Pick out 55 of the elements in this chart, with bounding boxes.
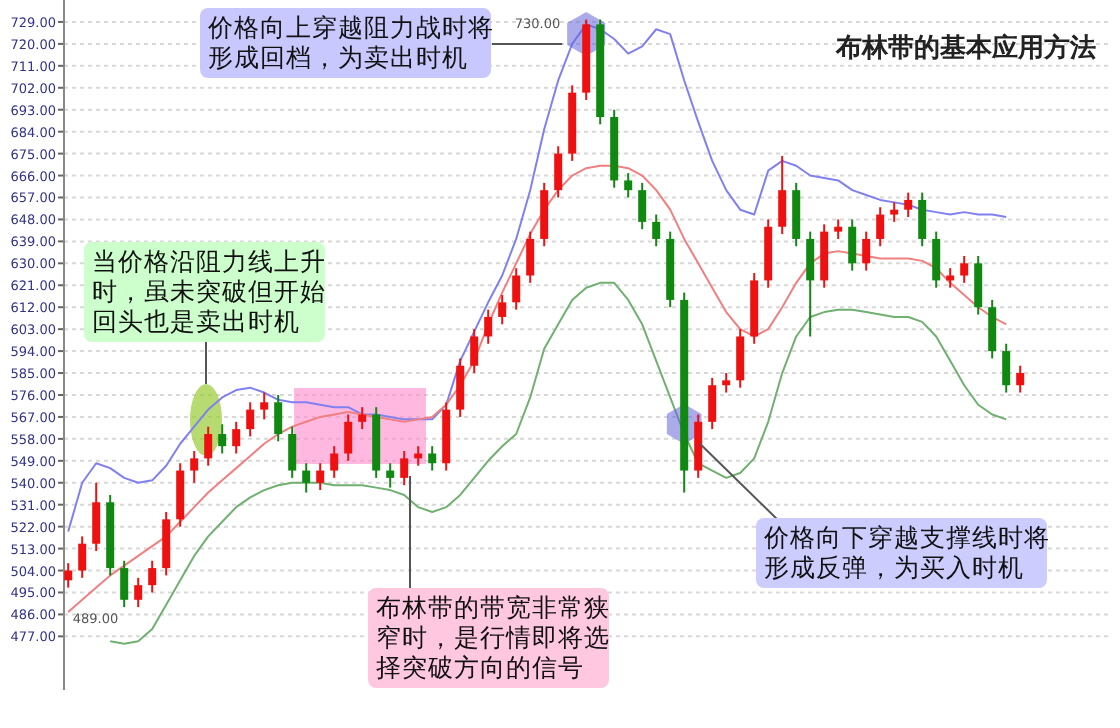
candlestick [148, 559, 157, 594]
candlestick [974, 255, 983, 316]
candlestick [960, 255, 969, 284]
candlestick [246, 401, 255, 438]
candlestick [316, 462, 325, 492]
candlestick [330, 445, 339, 479]
candlestick [232, 420, 241, 455]
candlestick [1016, 364, 1025, 394]
candlestick [288, 425, 297, 479]
candlestick [554, 145, 563, 199]
candlestick [414, 445, 423, 467]
candlestick [274, 393, 283, 443]
candlestick [120, 559, 129, 609]
candlestick [218, 423, 227, 455]
candlestick [456, 357, 465, 418]
candlestick [302, 462, 311, 494]
candlestick [428, 445, 437, 472]
candlestick [988, 298, 997, 360]
candlestick [904, 191, 913, 218]
text: 布林带的基本应用方法 [834, 32, 1096, 64]
candlestick [638, 181, 647, 231]
candlestick [190, 450, 199, 484]
candlestick [778, 155, 787, 236]
candlestick [134, 576, 143, 609]
candlestick [260, 391, 269, 421]
candlestick [624, 172, 633, 199]
candlestick [498, 294, 507, 326]
candlestick [918, 191, 927, 248]
candlestick [932, 230, 941, 289]
candlestick [890, 201, 899, 223]
candlestick [876, 206, 885, 248]
candlestick [78, 535, 87, 579]
candlestick [512, 267, 521, 311]
candlestick [722, 372, 731, 394]
candlestick [708, 376, 717, 431]
candlestick [1002, 342, 1011, 394]
annotation: 当价格沿阻力线上升时，虽未突破但开始回头也是卖出时机 [92, 246, 326, 336]
candlestick [806, 230, 815, 338]
candlestick [344, 413, 353, 462]
candlestick [736, 328, 745, 389]
candlestick [386, 462, 395, 489]
candlestick [652, 213, 661, 248]
candlestick [400, 450, 409, 487]
candlestick [848, 218, 857, 272]
annotation: 价格向下穿越支撑线时将形成反弹，为买入时机 [762, 522, 1050, 582]
candlestick [204, 425, 213, 467]
candlestick [470, 328, 479, 375]
candlestick [526, 230, 535, 284]
annotation: 价格向上穿越阻力战时将形成回档，为卖出时机 [206, 12, 494, 72]
candlestick [834, 218, 843, 240]
candlestick [484, 308, 493, 345]
candlestick [862, 230, 871, 272]
candlestick [358, 406, 367, 431]
candlestick [92, 481, 101, 553]
annotation: 布林带的带宽非常狭窄时，是行情即将选择突破方向的信号 [376, 592, 610, 682]
